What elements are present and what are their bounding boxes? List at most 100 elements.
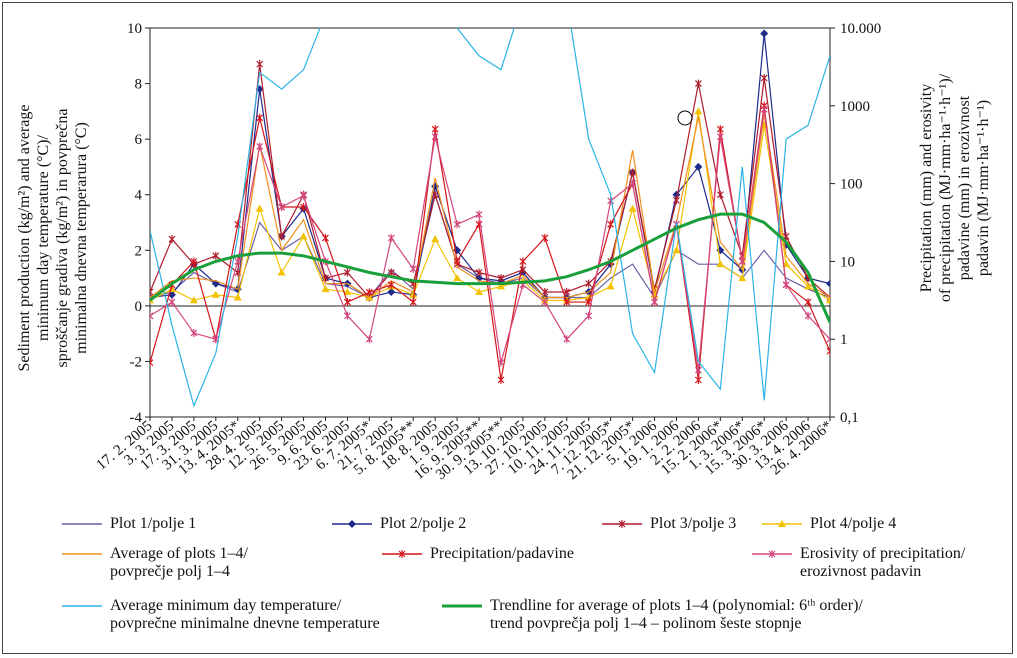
- marker: [431, 125, 439, 134]
- marker: [760, 105, 768, 114]
- marker: [629, 179, 637, 188]
- marker: [563, 298, 571, 307]
- marker: [453, 220, 461, 229]
- legend-label: Plot 2/polje 2: [380, 515, 467, 532]
- marker: [826, 279, 830, 288]
- marker: [475, 210, 483, 219]
- marker: [628, 204, 637, 212]
- marker: [716, 125, 724, 134]
- legend-swatch: [62, 605, 102, 607]
- marker: [168, 298, 176, 307]
- marker: [563, 287, 571, 296]
- marker: [768, 550, 776, 558]
- marker: [804, 282, 813, 290]
- legend-swatch: [442, 604, 482, 608]
- marker: [475, 287, 484, 295]
- series-line: [150, 33, 830, 299]
- marker: [343, 287, 352, 295]
- marker: [387, 233, 395, 242]
- legend-swatch: [62, 553, 102, 555]
- series-line: [150, 28, 830, 408]
- marker: [348, 520, 356, 528]
- marker: [398, 550, 406, 558]
- marker: [234, 257, 242, 266]
- y2-tick-label: 100: [840, 177, 863, 193]
- y-tick-label: 6: [135, 132, 143, 148]
- y-tick-label: -2: [130, 354, 143, 370]
- legend-label: Plot 1/polje 1: [110, 515, 197, 532]
- y-axis-title: Sediment production (kg/m²) and average …: [16, 104, 90, 372]
- marker: [431, 235, 440, 243]
- marker: [387, 280, 395, 289]
- legend-swatch: [382, 550, 422, 558]
- marker: [343, 298, 351, 307]
- marker: [651, 298, 658, 307]
- legend-item: Plot 3/polje 3: [600, 515, 736, 533]
- y2-tick-label: 10.000: [840, 21, 881, 37]
- marker: [497, 274, 505, 283]
- y2-tick-label: 1: [840, 332, 848, 348]
- legend-swatch: [332, 520, 372, 528]
- legend-label: Precipitation/padavine: [430, 545, 574, 562]
- marker: [190, 257, 198, 266]
- marker: [519, 257, 527, 266]
- marker: [629, 168, 637, 177]
- marker: [826, 296, 830, 304]
- marker: [256, 142, 264, 151]
- marker: [716, 190, 724, 199]
- marker: [233, 293, 242, 301]
- marker: [168, 235, 176, 244]
- marker: [150, 358, 154, 367]
- legend-item: Plot 4/polje 4: [760, 515, 896, 533]
- marker: [300, 191, 307, 200]
- series-line: [150, 212, 830, 324]
- marker: [190, 329, 198, 338]
- series-line: [150, 109, 830, 371]
- marker: [738, 274, 747, 282]
- legend-label: Plot 3/polje 3: [650, 515, 737, 532]
- marker: [694, 375, 702, 384]
- marker: [409, 290, 418, 298]
- marker: [541, 298, 549, 307]
- legend-item: Average of plots 1–4/ povprečje polj 1–4: [60, 545, 248, 581]
- y-tick-label: 8: [135, 77, 143, 93]
- marker: [738, 257, 746, 266]
- y-tick-label: 0: [135, 299, 143, 315]
- legend-swatch: [752, 550, 792, 558]
- marker: [387, 287, 396, 296]
- marker: [694, 107, 703, 115]
- legend-swatch: [762, 520, 802, 527]
- marker: [716, 260, 725, 268]
- marker: [431, 190, 439, 199]
- legend-item: Precipitation/padavine: [380, 545, 574, 563]
- highlight-circle: [677, 110, 693, 126]
- marker: [322, 233, 329, 242]
- marker: [672, 246, 681, 254]
- marker: [760, 74, 768, 83]
- y-tick-label: 4: [135, 188, 143, 204]
- legend-item: Plot 2/polje 2: [330, 515, 466, 533]
- marker: [584, 293, 593, 301]
- marker: [804, 311, 812, 320]
- legend-label: Average of plots 1–4/ povprečje polj 1–4: [110, 545, 248, 580]
- marker: [343, 311, 351, 320]
- legend-label: Average minimum day temperature/ povpreč…: [110, 597, 380, 632]
- marker: [475, 268, 483, 277]
- marker: [277, 268, 286, 276]
- marker: [716, 132, 724, 141]
- legend-label: Plot 4/polje 4: [810, 515, 897, 532]
- marker: [453, 274, 462, 282]
- marker: [673, 196, 680, 205]
- marker: [782, 280, 790, 289]
- marker: [585, 279, 593, 288]
- marker: [760, 29, 769, 38]
- marker: [497, 375, 505, 384]
- y2-tick-label: 0,1: [840, 410, 859, 426]
- marker: [694, 162, 703, 171]
- plot-frame: [149, 27, 831, 418]
- series-line: [150, 105, 830, 380]
- legend-item: Average minimum day temperature/ povpreč…: [60, 597, 380, 633]
- y-tick-label: 2: [135, 243, 143, 259]
